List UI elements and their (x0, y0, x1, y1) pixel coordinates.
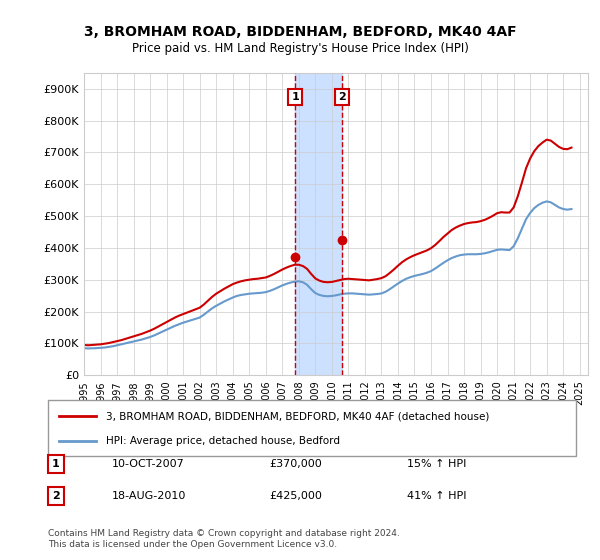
Text: 3, BROMHAM ROAD, BIDDENHAM, BEDFORD, MK40 4AF (detached house): 3, BROMHAM ROAD, BIDDENHAM, BEDFORD, MK4… (106, 411, 490, 421)
Text: 2: 2 (52, 491, 60, 501)
Text: 1: 1 (52, 459, 60, 469)
Text: 18-AUG-2010: 18-AUG-2010 (112, 491, 186, 501)
Text: 15% ↑ HPI: 15% ↑ HPI (407, 459, 466, 469)
Text: HPI: Average price, detached house, Bedford: HPI: Average price, detached house, Bedf… (106, 436, 340, 446)
Text: 41% ↑ HPI: 41% ↑ HPI (407, 491, 467, 501)
Text: £425,000: £425,000 (270, 491, 323, 501)
Bar (295, 73, 342, 375)
Text: Price paid vs. HM Land Registry's House Price Index (HPI): Price paid vs. HM Land Registry's House … (131, 42, 469, 55)
Text: 3, BROMHAM ROAD, BIDDENHAM, BEDFORD, MK40 4AF: 3, BROMHAM ROAD, BIDDENHAM, BEDFORD, MK4… (83, 25, 517, 39)
Text: 2: 2 (338, 92, 346, 102)
Text: 10-OCT-2007: 10-OCT-2007 (112, 459, 184, 469)
Text: 1: 1 (292, 92, 299, 102)
Text: Contains HM Land Registry data © Crown copyright and database right 2024.
This d: Contains HM Land Registry data © Crown c… (48, 529, 400, 549)
Text: £370,000: £370,000 (270, 459, 323, 469)
FancyBboxPatch shape (48, 400, 576, 456)
